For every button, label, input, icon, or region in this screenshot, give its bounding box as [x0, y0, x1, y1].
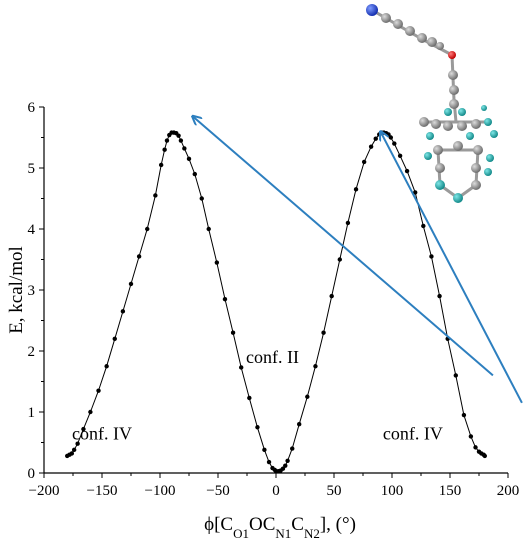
- data-point: [88, 409, 93, 415]
- data-point: [305, 394, 310, 399]
- x-label-sub1: O1: [233, 526, 249, 541]
- data-point: [283, 463, 288, 468]
- annotations: conf. IV conf. II conf. IV: [72, 347, 443, 443]
- x-tick-label: 150: [439, 483, 462, 499]
- x-tick-label: −100: [145, 483, 176, 499]
- data-point: [280, 466, 286, 471]
- data-point: [361, 159, 367, 165]
- data-point: [199, 196, 204, 201]
- data-point: [81, 426, 86, 432]
- data-point: [176, 133, 181, 138]
- data-point: [404, 168, 410, 174]
- data-point: [214, 260, 220, 265]
- data-point: [285, 458, 290, 463]
- y-tick-label: 1: [28, 405, 36, 421]
- data-point: [388, 135, 394, 140]
- y-tick-label: 6: [28, 100, 36, 116]
- data-point: [162, 147, 167, 152]
- data-point: [473, 445, 478, 450]
- data-point: [345, 220, 351, 226]
- conformer-label: conf. IV: [72, 423, 132, 443]
- data-point: [182, 146, 187, 151]
- x-tick-label: 0: [272, 483, 280, 499]
- x-tick-label: −50: [206, 483, 229, 499]
- data-point: [75, 441, 80, 446]
- conformer-label: conf. II: [246, 347, 299, 367]
- x-tick-label: −150: [87, 483, 118, 499]
- x-label-mid1: OC: [249, 514, 275, 535]
- data-point: [368, 144, 374, 149]
- data-point: [255, 425, 260, 430]
- conformer-label: conf. IV: [383, 423, 443, 443]
- data-point: [413, 190, 418, 195]
- data-point: [392, 141, 397, 146]
- x-tick-label: 50: [327, 483, 342, 499]
- data-point: [262, 447, 267, 453]
- data-point: [230, 330, 236, 335]
- data-point: [468, 434, 474, 439]
- data-point: [461, 412, 467, 418]
- data-point: [128, 281, 134, 287]
- data-point: [397, 153, 403, 158]
- data-point: [71, 447, 77, 453]
- data-point: [96, 388, 101, 393]
- y-tick-label: 2: [28, 344, 36, 360]
- arrows: [192, 116, 523, 404]
- series-points: [65, 130, 487, 474]
- data-point: [239, 365, 244, 370]
- molecule-image: [366, 4, 498, 203]
- data-point: [145, 226, 150, 232]
- y-axis-label: E, kcal/mol: [6, 246, 27, 334]
- data-point: [112, 336, 117, 341]
- data-point: [421, 223, 426, 229]
- data-point: [329, 293, 334, 299]
- data-point: [337, 257, 342, 262]
- data-point: [313, 364, 318, 369]
- data-point: [178, 138, 184, 143]
- data-point: [373, 136, 378, 141]
- data-point: [206, 226, 211, 232]
- data-point: [321, 330, 326, 335]
- y-tick-label: 4: [28, 222, 36, 238]
- x-label-sub2: N1: [275, 526, 291, 541]
- data-point: [136, 254, 142, 259]
- y-tick-label: 0: [28, 466, 36, 482]
- data-point: [222, 296, 228, 302]
- data-point: [482, 453, 487, 459]
- x-label-suffix: ], (°): [320, 514, 356, 535]
- x-label-sub3: N2: [304, 526, 320, 541]
- data-point: [158, 162, 164, 168]
- data-point: [266, 459, 272, 465]
- data-point: [164, 138, 170, 143]
- data-point: [153, 193, 158, 198]
- y-tick-label: 5: [28, 161, 36, 177]
- x-label-prefix: ϕ[C: [204, 514, 233, 535]
- energy-curve: [66, 132, 486, 472]
- x-tick-label: 100: [381, 483, 404, 499]
- data-point: [453, 373, 458, 378]
- data-point: [297, 422, 302, 427]
- x-tick-label: 200: [497, 483, 520, 499]
- ticks: −200 −150 −100 −50 0 50 100 150 200 0 1 2 3 4 5 6: [28, 100, 520, 499]
- data-point: [69, 451, 75, 456]
- x-label-mid2: C: [291, 514, 304, 535]
- pointer-arrow: [380, 131, 523, 404]
- data-point: [192, 171, 197, 177]
- y-tick-label: 3: [28, 283, 36, 299]
- data-point: [247, 395, 252, 401]
- x-tick-label: −200: [29, 483, 60, 499]
- data-point: [120, 309, 126, 314]
- data-point: [186, 156, 192, 162]
- data-point: [290, 446, 295, 451]
- series-line: [66, 132, 486, 472]
- data-point: [429, 254, 434, 259]
- data-point: [353, 187, 359, 192]
- pointer-arrow: [192, 116, 494, 377]
- x-axis-label: ϕ[CO1OCN1CN2], (°): [204, 514, 356, 541]
- data-point: [104, 364, 109, 369]
- data-point: [437, 293, 442, 299]
